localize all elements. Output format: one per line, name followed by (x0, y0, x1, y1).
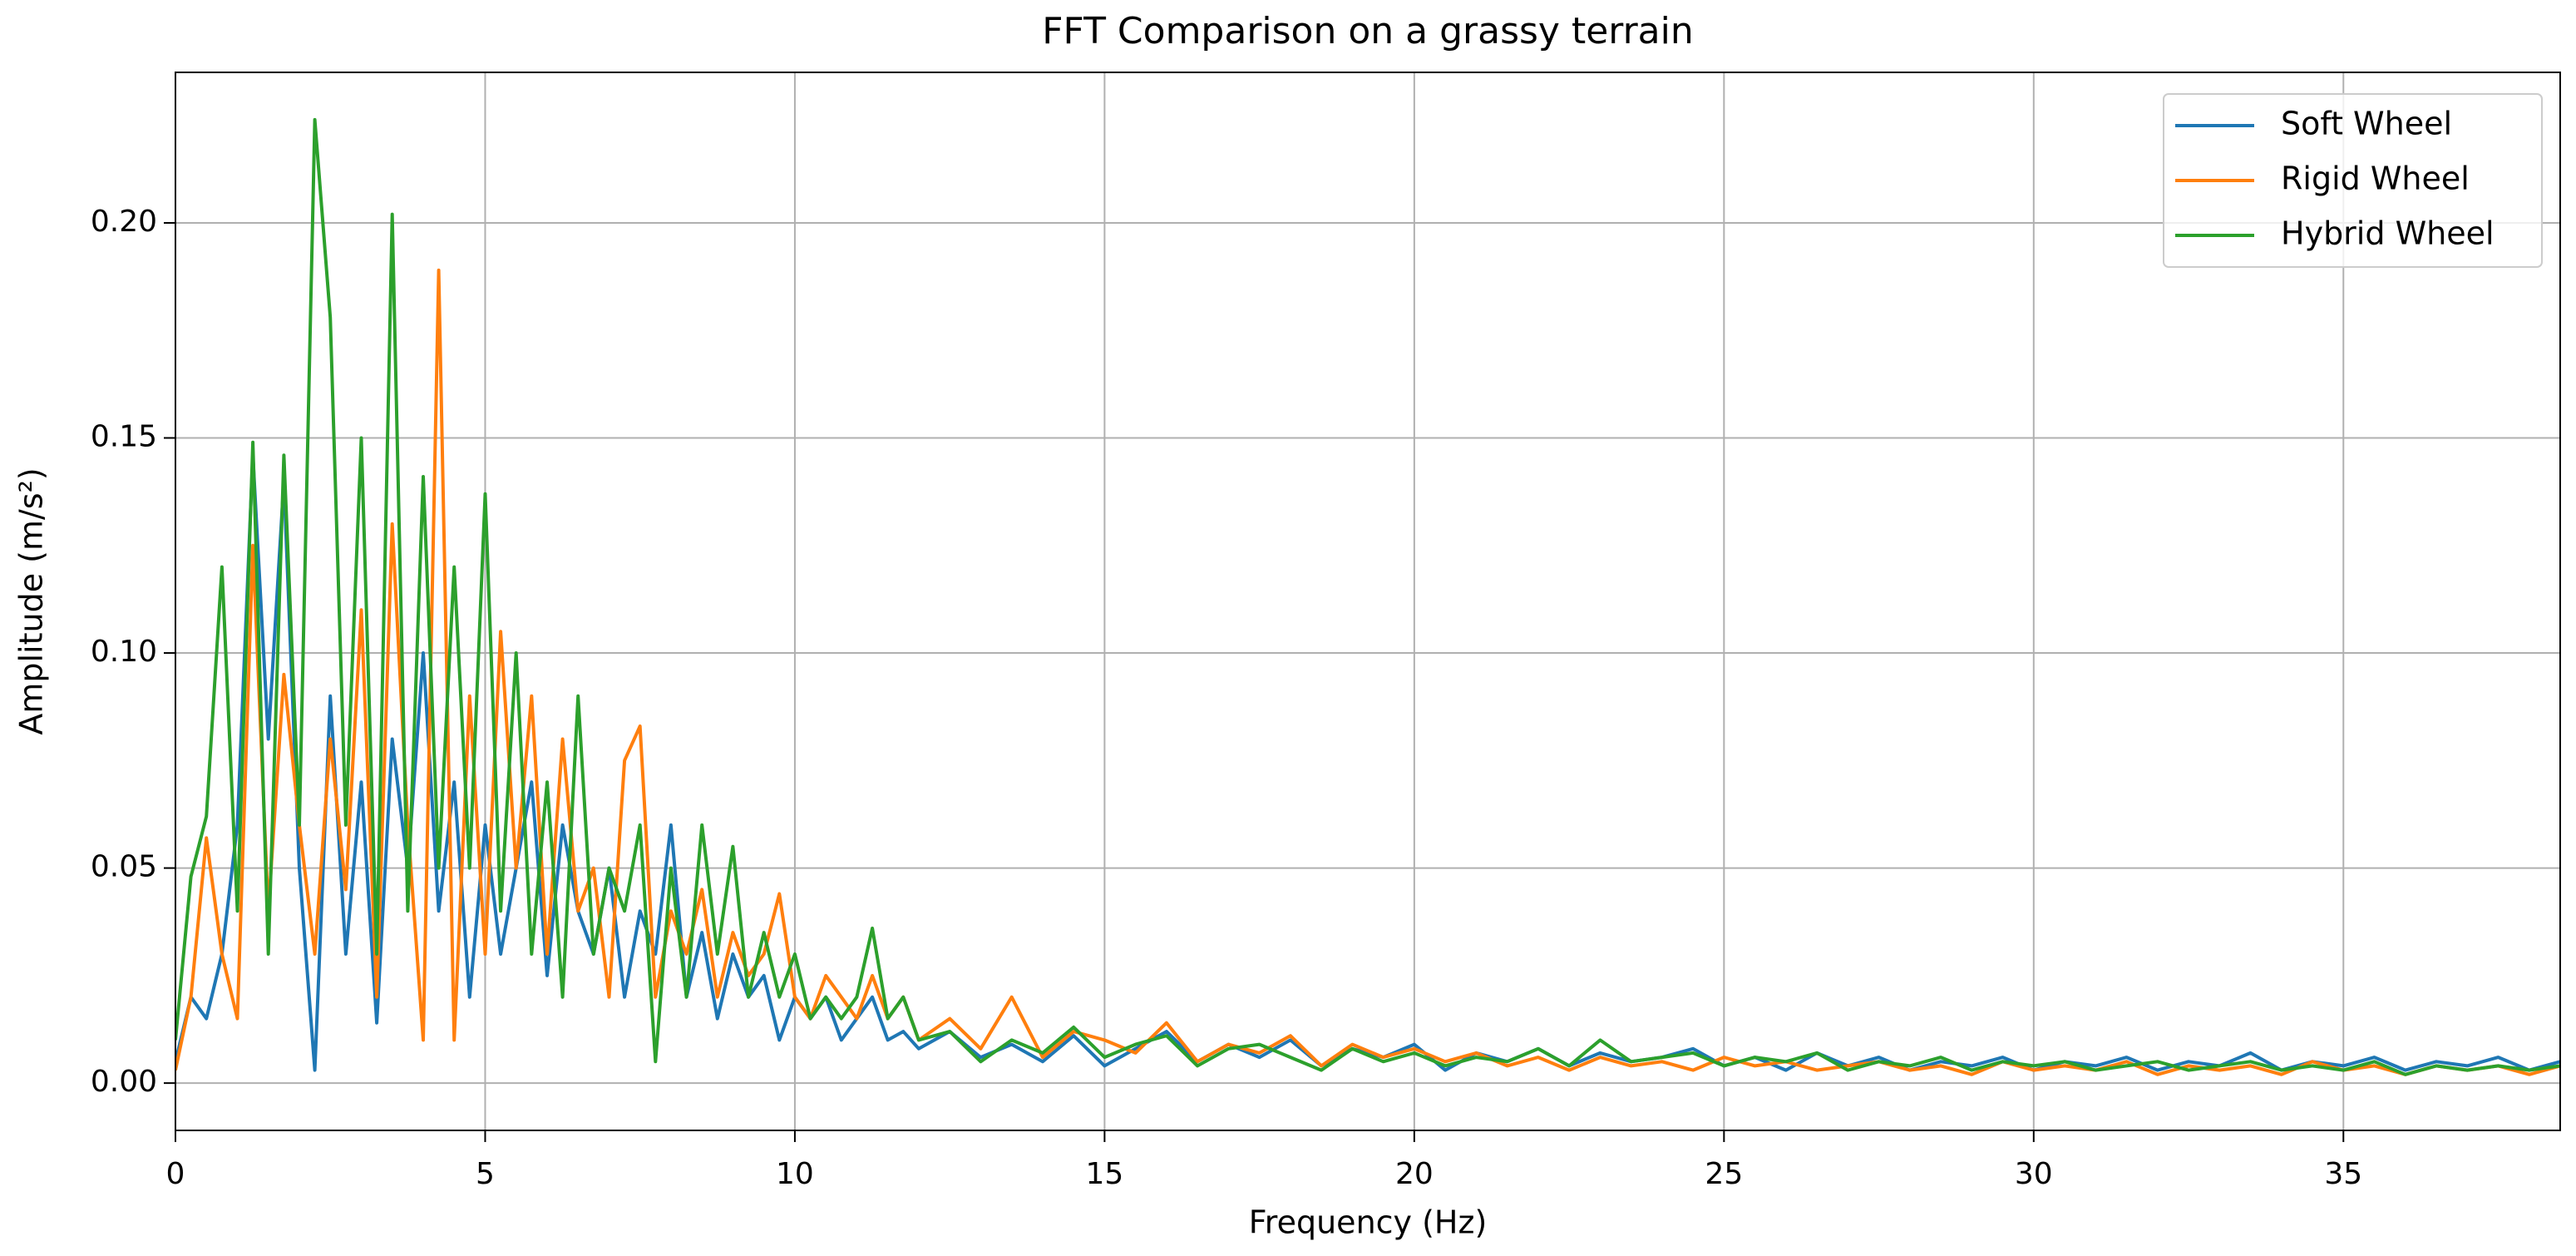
x-tick-label: 15 (1085, 1157, 1123, 1191)
series-line (175, 117, 2560, 1076)
y-tick-label: 0.05 (91, 850, 157, 884)
x-tick-label: 20 (1395, 1157, 1434, 1191)
legend-label: Hybrid Wheel (2281, 215, 2495, 252)
chart-title: FFT Comparison on a grassy terrain (1042, 10, 1694, 52)
y-axis-label: Amplitude (m/s²) (13, 467, 50, 734)
x-tick-label: 35 (2324, 1157, 2362, 1191)
plot-frame (175, 72, 2561, 1131)
x-tick-label: 25 (1705, 1157, 1743, 1191)
y-tick-label: 0.15 (91, 420, 157, 454)
legend-label: Soft Wheel (2281, 106, 2452, 142)
y-tick-label: 0.20 (91, 205, 157, 239)
series-line (175, 268, 2560, 1076)
x-tick-label: 0 (166, 1157, 185, 1191)
y-tick-label: 0.00 (91, 1065, 157, 1099)
x-tick-label: 5 (476, 1157, 495, 1191)
y-tick-label: 0.10 (91, 635, 157, 669)
legend-label: Rigid Wheel (2281, 161, 2470, 197)
x-tick-label: 30 (2015, 1157, 2053, 1191)
legend-box (2163, 93, 2543, 268)
x-tick-label: 10 (776, 1157, 814, 1191)
x-axis-label: Frequency (Hz) (1249, 1204, 1488, 1241)
